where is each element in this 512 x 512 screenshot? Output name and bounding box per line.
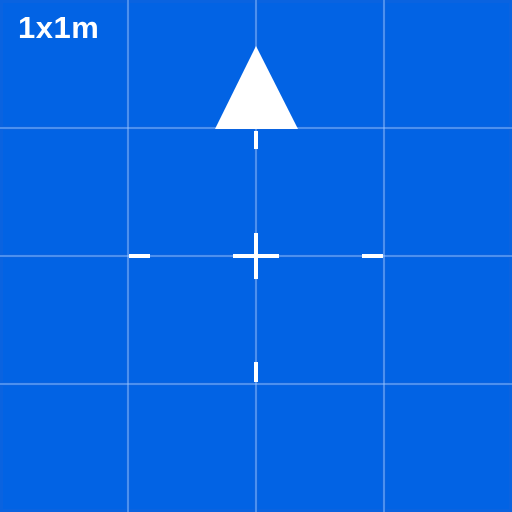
grid-tile: [258, 386, 382, 509]
grid-tile: [130, 386, 254, 509]
tick-mark-right: [362, 254, 383, 258]
grid-line-vertical: [383, 0, 385, 512]
tick-mark-bottom: [254, 362, 258, 382]
grid-tile: [386, 3, 509, 126]
tick-mark-left: [129, 254, 150, 258]
grid-tile: [386, 258, 509, 382]
grid-tile: [3, 258, 126, 382]
scale-label: 1x1m: [18, 10, 100, 45]
grid-line-horizontal: [0, 383, 512, 385]
crosshair-vertical: [254, 233, 258, 279]
grid-tile: [258, 130, 382, 254]
grid-tile: [3, 3, 126, 126]
grid-tile: [130, 130, 254, 254]
grid-tile: [3, 130, 126, 254]
tick-mark-top: [254, 131, 258, 149]
grid-tile: [3, 386, 126, 509]
crosshair-icon: [233, 233, 279, 279]
grid-tile: [258, 258, 382, 382]
grid-tile: [386, 130, 509, 254]
grid-tile: [386, 386, 509, 509]
grid-tile: [130, 258, 254, 382]
grid-line-vertical: [127, 0, 129, 512]
